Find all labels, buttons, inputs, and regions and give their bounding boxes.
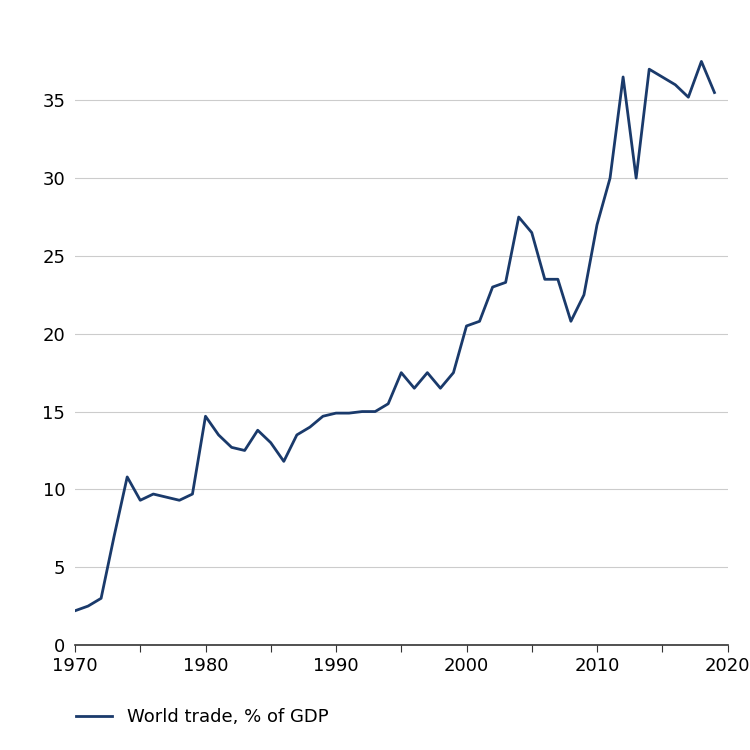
Legend: World trade, % of GDP: World trade, % of GDP (69, 701, 336, 734)
